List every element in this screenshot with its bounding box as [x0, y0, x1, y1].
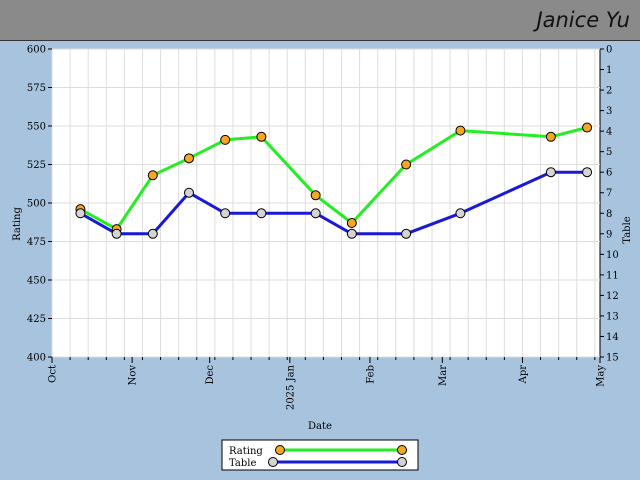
data-point-table	[184, 187, 194, 198]
y-right-tick-label: 6	[606, 168, 612, 179]
y-right-tick-label: 2	[606, 86, 612, 97]
legend: Rating Table	[221, 439, 419, 471]
y-right-tick-label: 3	[606, 106, 612, 117]
data-point-rating	[401, 159, 412, 170]
y-axis-label-right: Table	[622, 216, 633, 243]
x-tick-label: Dec	[205, 365, 216, 385]
y-axis-label-left: Rating	[12, 207, 23, 241]
y-right-tick-label: 1	[606, 65, 612, 76]
y-left-tick-label: 450	[27, 276, 46, 287]
y-right-tick-label: 5	[606, 147, 612, 158]
y-right-tick-label: 9	[606, 229, 612, 240]
y-right-tick-label: 15	[606, 353, 619, 364]
y-right-tick-label: 12	[606, 291, 619, 302]
data-point-table	[545, 167, 556, 178]
series-line-rating	[79, 126, 588, 231]
player-name: Janice Yu	[536, 8, 630, 32]
x-axis-label: Date	[308, 421, 332, 432]
y-left-tick-label: 550	[27, 122, 46, 133]
y-right-tick-label: 10	[606, 250, 619, 261]
y-right-tick-label: 14	[606, 332, 619, 343]
data-point-table	[220, 208, 231, 219]
x-tick-label: Feb	[365, 365, 376, 384]
data-point-table	[455, 208, 466, 219]
y-left-tick-label: 600	[27, 45, 46, 56]
legend-marker-rating-end	[397, 445, 407, 455]
y-left-tick-label: 575	[27, 83, 46, 94]
x-tick-label: Apr	[518, 365, 529, 385]
y-right-tick-label: 11	[606, 270, 619, 281]
series-line-table	[79, 170, 588, 236]
data-point-rating	[310, 190, 321, 201]
legend-box	[221, 439, 419, 471]
data-point-rating	[184, 153, 194, 164]
data-point-rating	[256, 131, 267, 142]
data-point-table	[346, 228, 357, 239]
data-point-rating	[455, 125, 466, 136]
y-right-tick-label: 13	[606, 311, 619, 322]
y-right-tick-label: 0	[606, 45, 612, 56]
y-left-tick-label: 475	[27, 237, 46, 248]
data-point-table	[401, 228, 412, 239]
legend-label-rating: Rating	[229, 446, 263, 457]
legend-marker-rating-start	[275, 445, 285, 455]
y-right-tick-label: 8	[606, 209, 612, 220]
header-bar: Janice Yu	[0, 0, 640, 41]
y-left-tick-label: 525	[27, 160, 46, 171]
data-point-table	[75, 208, 86, 219]
x-tick-label: 2025 Jan	[285, 364, 296, 410]
data-point-table	[147, 228, 158, 239]
y-left-tick-label: 400	[27, 353, 46, 364]
data-point-table	[256, 208, 267, 219]
data-point-rating	[147, 170, 158, 181]
legend-marker-table-start	[268, 457, 278, 467]
data-point-rating	[582, 122, 593, 133]
data-point-table	[310, 208, 321, 219]
data-point-table	[582, 167, 593, 178]
y-right-tick-label: 7	[606, 188, 612, 199]
legend-marker-table-end	[397, 457, 407, 467]
x-tick-label: Oct	[48, 365, 59, 383]
data-point-rating	[545, 131, 556, 142]
legend-label-table: Table	[229, 458, 256, 469]
x-tick-label: May	[596, 365, 607, 387]
data-point-table	[111, 228, 122, 239]
x-tick-label: Nov	[128, 365, 139, 386]
y-left-tick-label: 500	[27, 199, 46, 210]
data-point-rating	[220, 134, 231, 145]
y-left-tick-label: 425	[27, 314, 46, 325]
data-point-rating	[346, 218, 357, 229]
x-tick-label: Mar	[438, 365, 449, 386]
series	[75, 122, 593, 239]
y-right-tick-label: 4	[606, 127, 612, 138]
